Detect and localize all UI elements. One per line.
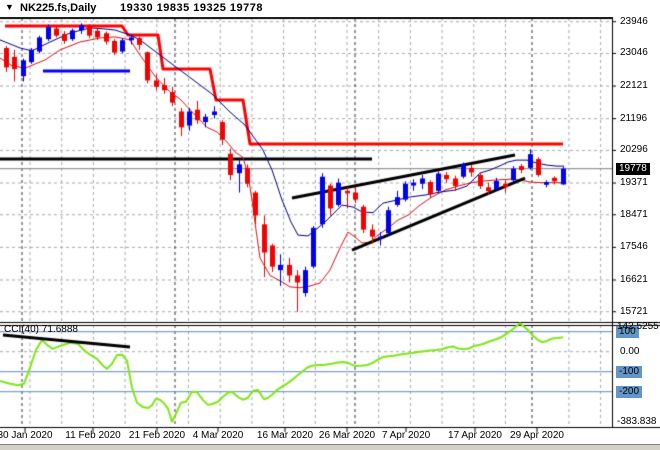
chart-title-bar: ▼ NK225.fs,Daily 19330 19835 19325 19778 bbox=[0, 0, 660, 17]
indicator-name: CCI(40) bbox=[4, 324, 40, 335]
indicator-value: 71.6888 bbox=[41, 324, 78, 335]
window-bottom-edge bbox=[0, 444, 660, 450]
symbol-timeframe-label: NK225.fs,Daily bbox=[20, 2, 97, 14]
indicator-name-label: CCI(40) 71.6888 bbox=[4, 324, 78, 335]
collapse-triangle-icon[interactable]: ▼ bbox=[5, 2, 14, 12]
ohlc-values-label: 19330 19835 19325 19778 bbox=[120, 2, 264, 14]
